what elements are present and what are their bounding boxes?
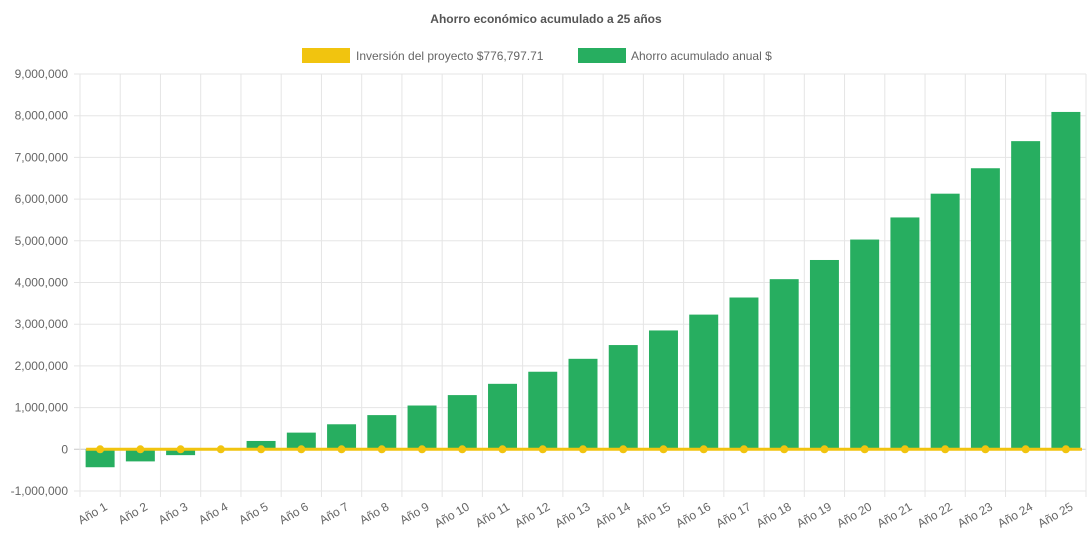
investment-point-9[interactable]: [418, 445, 427, 454]
bar-año-13[interactable]: [568, 358, 598, 450]
x-tick-label: Año 10: [432, 499, 472, 530]
legend-swatch-savings[interactable]: [578, 48, 626, 63]
investment-point-16[interactable]: [699, 445, 708, 454]
bar-año-10[interactable]: [447, 395, 477, 450]
x-tick-label: Año 2: [116, 499, 150, 527]
legend-label-investment[interactable]: Inversión del proyecto $776,797.71: [356, 49, 544, 63]
investment-point-19[interactable]: [820, 445, 829, 454]
investment-point-21[interactable]: [900, 445, 909, 454]
x-tick-label: Año 18: [754, 499, 794, 530]
investment-point-7[interactable]: [337, 445, 346, 454]
investment-point-6[interactable]: [297, 445, 306, 454]
y-tick-label: 0: [61, 442, 68, 456]
x-tick-label: Año 4: [196, 499, 230, 527]
bar-año-7[interactable]: [327, 424, 357, 450]
investment-point-11[interactable]: [498, 445, 507, 454]
investment-point-2[interactable]: [136, 445, 145, 454]
bar-series: [85, 111, 1081, 468]
bar-año-1[interactable]: [85, 449, 115, 468]
bar-año-11[interactable]: [488, 383, 518, 450]
investment-point-3[interactable]: [176, 445, 185, 454]
y-tick-label: 3,000,000: [15, 317, 69, 331]
y-tick-label: 6,000,000: [15, 192, 69, 206]
bar-año-18[interactable]: [769, 279, 799, 450]
y-tick-label: 8,000,000: [15, 109, 69, 123]
bar-año-19[interactable]: [809, 259, 839, 450]
investment-point-18[interactable]: [780, 445, 789, 454]
x-tick-label: Año 14: [593, 499, 633, 530]
bar-año-25[interactable]: [1051, 111, 1081, 450]
y-tick-label: -1,000,000: [11, 484, 69, 498]
grid-lines: [74, 73, 1087, 497]
x-tick-label: Año 20: [834, 499, 874, 530]
y-axis-ticks: 9,000,000 8,000,000 7,000,000 6,000,000 5,00…: [11, 67, 69, 498]
bar-año-9[interactable]: [407, 405, 437, 450]
y-tick-label: 7,000,000: [15, 150, 69, 164]
x-tick-label: Año 23: [955, 499, 995, 530]
investment-point-15[interactable]: [659, 445, 668, 454]
investment-point-24[interactable]: [1021, 445, 1030, 454]
x-tick-label: Año 7: [317, 499, 351, 527]
investment-point-23[interactable]: [981, 445, 990, 454]
investment-point-14[interactable]: [619, 445, 628, 454]
chart-title: Ahorro económico acumulado a 25 años: [430, 12, 662, 26]
x-tick-label: Año 12: [512, 499, 552, 530]
bar-año-22[interactable]: [930, 193, 960, 450]
bar-año-23[interactable]: [970, 168, 1000, 450]
x-tick-label: Año 8: [357, 499, 391, 527]
bar-año-6[interactable]: [286, 432, 316, 450]
investment-point-20[interactable]: [860, 445, 869, 454]
bar-año-20[interactable]: [850, 239, 880, 450]
bar-año-12[interactable]: [528, 371, 558, 450]
bar-año-16[interactable]: [689, 314, 719, 450]
y-tick-label: 5,000,000: [15, 234, 69, 248]
x-tick-label: Año 16: [673, 499, 713, 530]
investment-point-5[interactable]: [257, 445, 266, 454]
x-tick-label: Año 17: [714, 499, 754, 530]
bar-año-5[interactable]: [246, 440, 276, 450]
bar-año-21[interactable]: [890, 217, 920, 450]
x-tick-label: Año 1: [75, 499, 109, 527]
x-tick-label: Año 21: [874, 499, 914, 530]
y-tick-label: 4,000,000: [15, 276, 69, 290]
legend-swatch-investment[interactable]: [302, 48, 350, 63]
bar-año-2[interactable]: [125, 449, 155, 462]
y-tick-label: 1,000,000: [15, 401, 69, 415]
investment-point-22[interactable]: [941, 445, 950, 454]
x-tick-label: Año 11: [473, 499, 512, 530]
x-tick-label: Año 3: [156, 499, 190, 527]
x-tick-label: Año 13: [553, 499, 593, 530]
x-tick-label: Año 6: [277, 499, 311, 527]
x-axis-ticks: Año 1 Año 2 Año 3 Año 4 Año 5 Año 6 Año 7 Año 8…: [75, 499, 1075, 530]
y-tick-label: 2,000,000: [15, 359, 69, 373]
bar-año-14[interactable]: [608, 345, 638, 450]
investment-point-10[interactable]: [458, 445, 467, 454]
x-tick-label: Año 15: [633, 499, 673, 530]
investment-point-1[interactable]: [96, 445, 105, 454]
x-tick-label: Año 25: [1035, 499, 1075, 530]
investment-point-25[interactable]: [1061, 445, 1070, 454]
x-tick-label: Año 24: [995, 499, 1035, 530]
legend-label-savings[interactable]: Ahorro acumulado anual $: [631, 49, 772, 63]
investment-point-17[interactable]: [739, 445, 748, 454]
investment-point-13[interactable]: [579, 445, 587, 454]
bar-año-24[interactable]: [1011, 141, 1041, 450]
bar-año-17[interactable]: [729, 297, 759, 450]
x-tick-label: Año 9: [397, 499, 431, 527]
investment-point-8[interactable]: [377, 445, 386, 454]
x-tick-label: Año 22: [915, 499, 955, 530]
investment-point-12[interactable]: [538, 445, 547, 454]
bar-año-15[interactable]: [648, 330, 678, 450]
legend: Inversión del proyecto $776,797.71 Ahorr…: [302, 48, 772, 63]
line-series: [86, 445, 1082, 454]
y-tick-label: 9,000,000: [15, 67, 69, 81]
bar-año-8[interactable]: [367, 415, 397, 450]
x-tick-label: Año 19: [794, 499, 834, 530]
x-tick-label: Año 5: [236, 499, 270, 527]
investment-point-4[interactable]: [216, 445, 225, 454]
